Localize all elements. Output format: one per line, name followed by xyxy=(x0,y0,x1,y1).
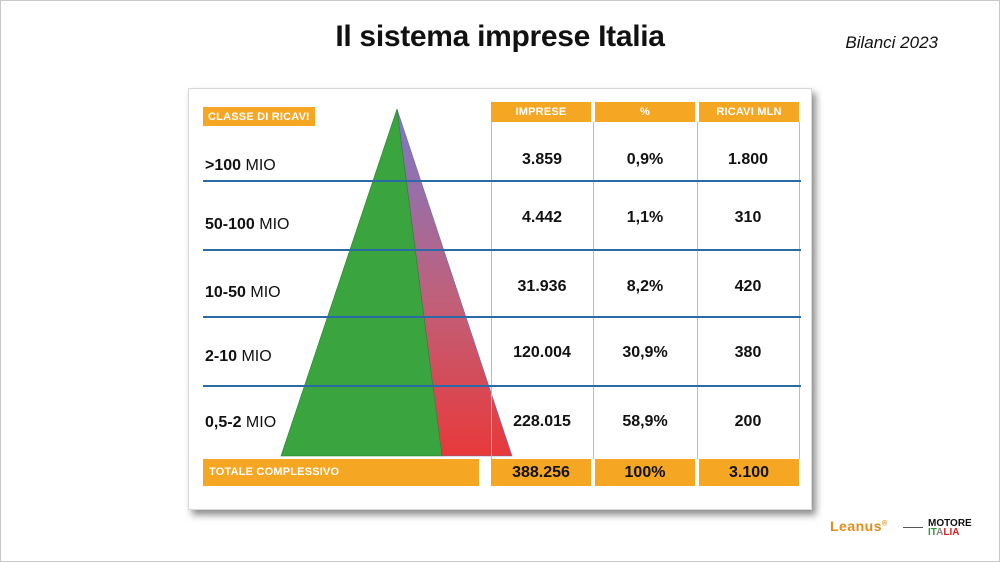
row-class-label: >100 MIO xyxy=(205,157,276,174)
cell-pct: 30,9% xyxy=(622,344,668,361)
pyramid-graphic xyxy=(280,108,513,457)
cell-ricavi: 1.800 xyxy=(727,151,769,168)
cell-ricavi: 310 xyxy=(734,209,762,226)
cell-ricavi: 200 xyxy=(734,413,762,430)
cell-imprese: 120.004 xyxy=(513,344,571,361)
row-divider xyxy=(203,180,801,182)
cell-imprese: 31.936 xyxy=(517,278,567,295)
header-pct: % xyxy=(595,102,695,122)
column-divider xyxy=(491,122,492,459)
column-divider xyxy=(593,122,594,459)
total-label: TOTALE COMPLESSIVO xyxy=(209,466,340,478)
header-classe: CLASSE DI RICAVI xyxy=(203,107,315,126)
row-divider xyxy=(203,385,801,387)
page-title: Il sistema imprese Italia xyxy=(335,20,665,53)
row-class-label: 2-10 MIO xyxy=(205,348,272,365)
cell-imprese: 228.015 xyxy=(513,413,571,430)
cell-pct: 58,9% xyxy=(622,413,668,430)
cell-pct: 8,2% xyxy=(626,278,664,295)
page-subtitle: Bilanci 2023 xyxy=(845,33,938,52)
header-ricavi: RICAVI MLN xyxy=(699,102,799,122)
cell-imprese: 3.859 xyxy=(521,151,563,168)
cell-imprese: 4.442 xyxy=(521,209,563,226)
row-divider xyxy=(203,249,801,251)
column-divider xyxy=(697,122,698,459)
total-pct: 100% xyxy=(595,459,695,486)
cell-ricavi: 380 xyxy=(734,344,762,361)
cell-pct: 0,9% xyxy=(626,151,664,168)
revenue-class-table: CLASSE DI RICAVI IMPRESE % RICAVI MLN >1… xyxy=(188,88,812,510)
column-divider xyxy=(799,122,800,459)
total-imprese: 388.256 xyxy=(491,459,591,486)
row-class-label: 10-50 MIO xyxy=(205,284,281,301)
pyramid-green-face xyxy=(280,108,443,457)
header-imprese: IMPRESE xyxy=(491,102,591,122)
total-ricavi: 3.100 xyxy=(699,459,799,486)
leanus-logo: Leanus® xyxy=(830,518,888,534)
total-bar xyxy=(203,459,479,486)
logo-separator xyxy=(903,527,923,528)
motore-italia-logo: MOTORE ITALIA xyxy=(928,518,972,538)
row-class-label: 0,5-2 MIO xyxy=(205,414,277,431)
cell-pct: 1,1% xyxy=(626,209,664,226)
row-divider xyxy=(203,316,801,318)
cell-ricavi: 420 xyxy=(734,278,762,295)
row-class-label: 50-100 MIO xyxy=(205,216,290,233)
